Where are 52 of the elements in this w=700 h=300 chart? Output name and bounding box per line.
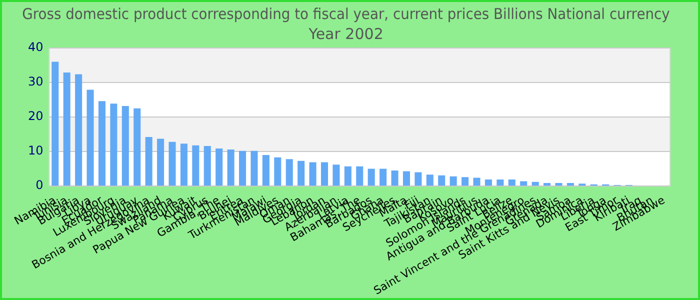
- y-tick-label: 30: [28, 74, 44, 89]
- bar: [520, 181, 528, 186]
- bar: [414, 172, 422, 186]
- chart-subtitle: Year 2002: [308, 24, 384, 43]
- bar: [63, 72, 70, 186]
- bar: [496, 180, 504, 186]
- bar: [344, 166, 352, 186]
- bar: [216, 148, 223, 186]
- bar: [180, 144, 188, 186]
- bar: [332, 164, 340, 186]
- bar: [462, 177, 469, 186]
- bar: [239, 150, 246, 186]
- bar: [368, 168, 375, 186]
- bar: [402, 171, 410, 186]
- bar: [134, 108, 141, 186]
- bar: [508, 180, 516, 186]
- bar: [204, 146, 211, 186]
- bar: [544, 182, 551, 186]
- bar: [532, 182, 539, 186]
- bar: [566, 182, 574, 186]
- bar: [145, 137, 152, 186]
- bar: [250, 150, 258, 186]
- bar: [298, 160, 305, 186]
- bar: [157, 138, 164, 186]
- y-tick-label: 20: [28, 109, 44, 124]
- bar: [274, 157, 282, 186]
- bar: [227, 149, 234, 186]
- y-tick-label: 40: [28, 40, 44, 54]
- bar: [380, 168, 387, 186]
- bar: [426, 174, 434, 186]
- bar: [192, 145, 200, 186]
- bar: [438, 175, 446, 186]
- bar: [320, 162, 328, 186]
- bar: [286, 159, 293, 186]
- bar: [309, 162, 316, 186]
- bar: [555, 182, 562, 186]
- bar: [450, 176, 457, 186]
- bar: [262, 155, 270, 186]
- y-tick-label: 10: [28, 144, 44, 158]
- bar: [356, 166, 364, 186]
- bar: [110, 104, 118, 186]
- y-tick-label: 0: [36, 178, 44, 192]
- chart-title: Gross domestic product corresponding to fiscal year, current prices Billions National currency: [22, 6, 670, 24]
- bar: [473, 178, 480, 186]
- bar: [391, 170, 398, 186]
- bar: [484, 180, 492, 186]
- bar: [86, 90, 94, 186]
- bar: [75, 74, 82, 186]
- bar: [98, 101, 106, 186]
- bar: [122, 106, 129, 186]
- bar: [168, 142, 176, 186]
- bar: [52, 62, 59, 186]
